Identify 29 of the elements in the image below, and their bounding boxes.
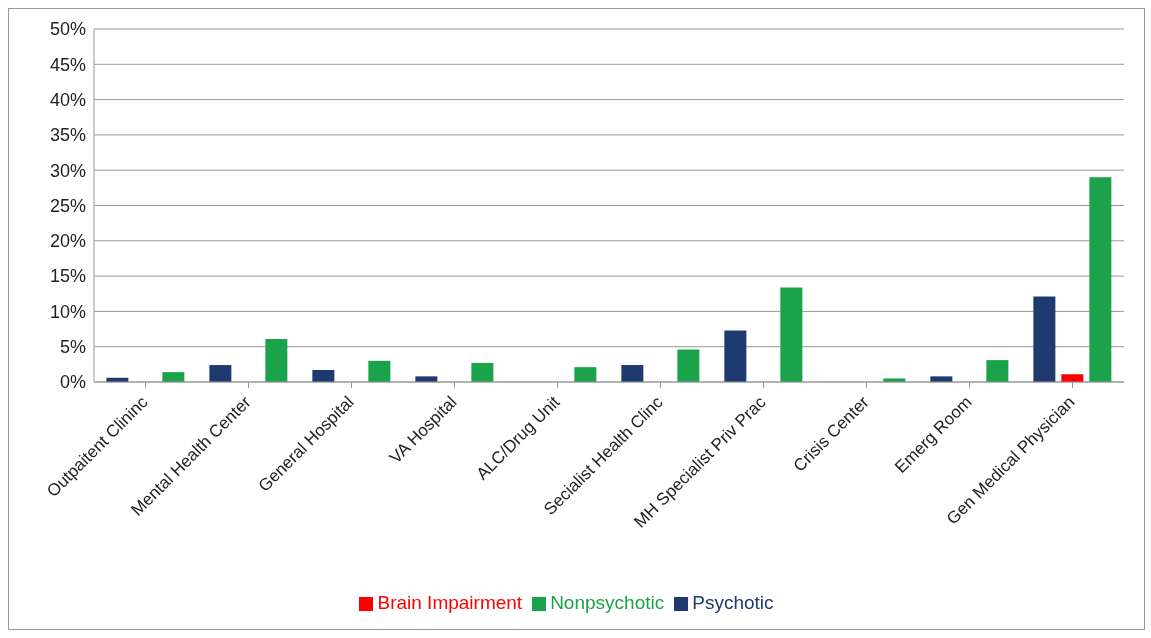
bar bbox=[368, 360, 391, 382]
legend-label: Brain Impairment bbox=[377, 592, 523, 613]
bar bbox=[265, 338, 288, 382]
y-tick-label: 25% bbox=[49, 195, 86, 216]
bar bbox=[574, 367, 597, 382]
bar bbox=[1061, 374, 1084, 382]
bar bbox=[1033, 296, 1056, 382]
y-tick-label: 40% bbox=[49, 89, 86, 110]
y-tick-label: 15% bbox=[49, 266, 86, 287]
bar bbox=[621, 365, 644, 382]
y-tick-label: 45% bbox=[49, 54, 86, 75]
y-tick-label: 0% bbox=[59, 372, 86, 393]
y-tick-label: 20% bbox=[49, 231, 86, 252]
bar bbox=[724, 330, 747, 382]
bar bbox=[209, 365, 232, 382]
y-tick-label: 35% bbox=[49, 125, 86, 146]
y-tick-label: 30% bbox=[49, 160, 86, 181]
bar bbox=[986, 360, 1009, 382]
legend-label: Psychotic bbox=[692, 592, 774, 613]
bar bbox=[780, 287, 803, 382]
bar bbox=[1089, 177, 1112, 382]
y-tick-label: 50% bbox=[49, 19, 86, 40]
legend-label: Nonpsychotic bbox=[550, 592, 665, 613]
bar bbox=[312, 370, 335, 382]
bar bbox=[162, 372, 185, 382]
y-tick-label: 5% bbox=[59, 337, 86, 358]
y-tick-label: 10% bbox=[49, 301, 86, 322]
bar bbox=[471, 362, 494, 382]
bar bbox=[677, 349, 700, 382]
